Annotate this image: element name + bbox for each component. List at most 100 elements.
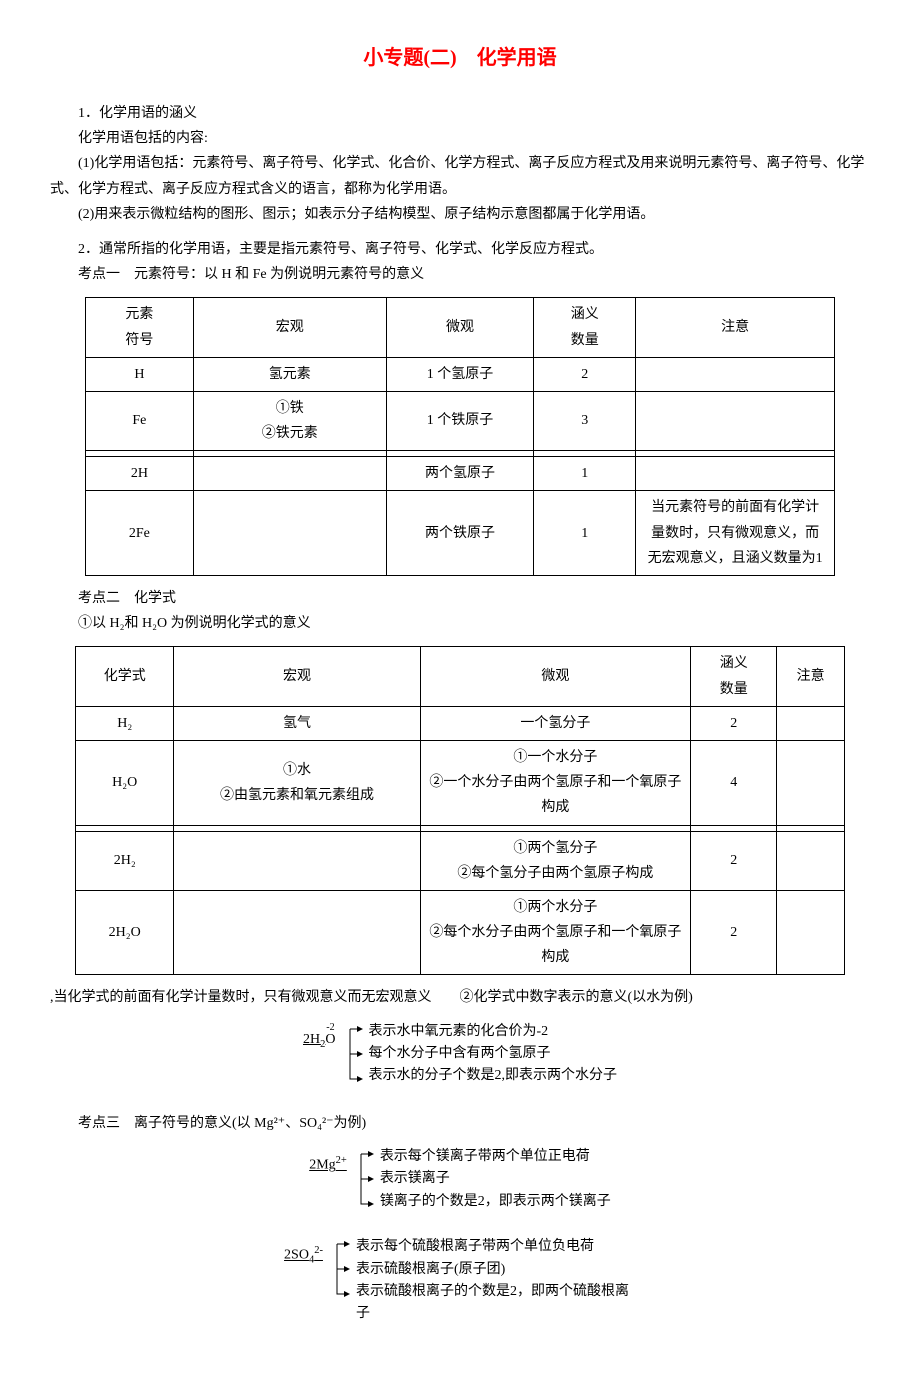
td: 2 <box>691 890 777 975</box>
diag-line: 表示每个硫酸根离子带两个单位负电荷 <box>356 1236 636 1258</box>
td <box>636 391 835 450</box>
td: 4 <box>691 740 777 825</box>
td: ①铁②铁元素 <box>193 391 386 450</box>
para-1-text: (1)化学用语包括：元素符号、离子符号、化学式、化合价、化学方程式、离子反应方程… <box>50 156 864 196</box>
td: 当元素符号的前面有化学计量数时，只有微观意义，而无宏观意义，且涵义数量为1 <box>636 491 835 576</box>
diag-line: 表示硫酸根离子(原子团) <box>356 1259 636 1281</box>
para-2: (2)用来表示微粒结构的图形、图示；如表示分子结构模型、原子结构示意图都属于化学… <box>50 202 870 227</box>
td: 2 <box>691 831 777 890</box>
diagram-lines: 表示每个镁离子带两个单位正电荷 表示镁离子 镁离子的个数是2，即表示两个镁离子 <box>380 1146 611 1213</box>
table-row: 元素符号 宏观 微观 涵义数量 注意 <box>86 298 835 357</box>
td: ①两个氢分子②每个氢分子由两个氢原子构成 <box>420 831 691 890</box>
td: 1 <box>534 457 636 491</box>
diag-line: 表示水的分子个数是2,即表示两个水分子 <box>369 1065 618 1087</box>
table-row: 2Fe 两个铁原子 1 当元素符号的前面有化学计量数时，只有微观意义，而无宏观意… <box>86 491 835 576</box>
label-sup: 2- <box>314 1245 323 1256</box>
td: ①水②由氢元素和氧元素组成 <box>174 740 420 825</box>
diagram-label: 2Mg2+ <box>309 1150 353 1178</box>
table-row: 2H₂ ①两个氢分子②每个氢分子由两个氢原子构成 2 <box>76 831 845 890</box>
td <box>193 457 386 491</box>
th: 宏观 <box>174 647 420 706</box>
th: 微观 <box>386 298 534 357</box>
td: 1 <box>534 491 636 576</box>
diagram-label: 2SO42- <box>284 1240 329 1270</box>
td: 1 个氢原子 <box>386 357 534 391</box>
td: 两个氢原子 <box>386 457 534 491</box>
td <box>777 706 845 740</box>
td: 两个铁原子 <box>386 491 534 576</box>
diagram-lines: 表示每个硫酸根离子带两个单位负电荷 表示硫酸根离子(原子团) 表示硫酸根离子的个… <box>356 1236 636 1326</box>
diag-line: 每个水分子中含有两个氢原子 <box>369 1043 618 1065</box>
diagram-mg: 2Mg2+ 表示每个镁离子带两个单位正电荷 表示镁离子 镁离子的个数是2，即表示… <box>50 1146 870 1221</box>
label-text: 2Mg <box>309 1158 335 1173</box>
th: 注意 <box>777 647 845 706</box>
th: 注意 <box>636 298 835 357</box>
table-chemical-formula: 化学式 宏观 微观 涵义数量 注意 H₂ 氢气 一个氢分子 2 H₂O ①水②由… <box>75 646 845 975</box>
th: 微观 <box>420 647 691 706</box>
diagram-lines: 表示水中氧元素的化合价为-2 每个水分子中含有两个氢原子 表示水的分子个数是2,… <box>369 1021 618 1088</box>
td: Fe <box>86 391 194 450</box>
td <box>636 357 835 391</box>
diag-line: 表示水中氧元素的化合价为-2 <box>369 1021 618 1043</box>
kaodian-1: 考点一 元素符号：以 H 和 Fe 为例说明元素符号的意义 <box>50 262 870 287</box>
th: 宏观 <box>193 298 386 357</box>
table-row: 2H₂O ①两个水分子②每个水分子由两个氢原子和一个氧原子构成 2 <box>76 890 845 975</box>
label-prefix: 2H <box>303 1032 320 1047</box>
table-row: H₂O ①水②由氢元素和氧元素组成 ①一个水分子②一个水分子由两个氢原子和一个氧… <box>76 740 845 825</box>
td: ①一个水分子②一个水分子由两个氢原子和一个氧原子构成 <box>420 740 691 825</box>
label-sup: 2+ <box>336 1155 347 1166</box>
td: 2Fe <box>86 491 194 576</box>
th: 元素符号 <box>86 298 194 357</box>
diag-line: 表示镁离子 <box>380 1168 611 1190</box>
td: 3 <box>534 391 636 450</box>
diagram-h2o: 2H2-2O 表示水中氧元素的化合价为-2 每个水分子中含有两个氢原子 表示水的… <box>50 1021 870 1096</box>
table-row: H₂ 氢气 一个氢分子 2 <box>76 706 845 740</box>
table-element-symbols: 元素符号 宏观 微观 涵义数量 注意 H 氢元素 1 个氢原子 2 Fe ①铁②… <box>85 297 835 576</box>
td <box>174 890 420 975</box>
diagram-so4: 2SO42- 表示每个硫酸根离子带两个单位负电荷 表示硫酸根离子(原子团) 表示… <box>50 1236 870 1326</box>
diag-line: 表示每个镁离子带两个单位正电荷 <box>380 1146 611 1168</box>
td: 2H <box>86 457 194 491</box>
bracket-icon <box>356 1146 376 1221</box>
td: 2H₂O <box>76 890 174 975</box>
td <box>777 740 845 825</box>
diagram-label: 2H2-2O <box>303 1025 342 1055</box>
page-title: 小专题(二) 化学用语 <box>50 40 870 76</box>
diag-line: 镁离子的个数是2，即表示两个镁离子 <box>380 1191 611 1213</box>
td: 2H₂ <box>76 831 174 890</box>
label-text: 2SO <box>284 1248 309 1263</box>
th: 化学式 <box>76 647 174 706</box>
td: H₂O <box>76 740 174 825</box>
kaodian-2: 考点二 化学式 <box>50 586 870 611</box>
heading-1-sub: 化学用语包括的内容: <box>50 126 870 151</box>
td: H₂ <box>76 706 174 740</box>
table-row: 化学式 宏观 微观 涵义数量 注意 <box>76 647 845 706</box>
diag-line: 表示硫酸根离子的个数是2，即两个硫酸根离子 <box>356 1281 636 1326</box>
valence-mark: -2 <box>326 1019 334 1037</box>
para-1: (1)化学用语包括：元素符号、离子符号、化学式、化合价、化学方程式、离子反应方程… <box>50 151 870 201</box>
note-after-t2: ,当化学式的前面有化学计量数时，只有微观意义而无宏观意义 ②化学式中数字表示的意… <box>50 985 870 1010</box>
td <box>636 457 835 491</box>
bracket-icon <box>345 1021 365 1096</box>
th: 涵义数量 <box>534 298 636 357</box>
table-row: Fe ①铁②铁元素 1 个铁原子 3 <box>86 391 835 450</box>
table-row: H 氢元素 1 个氢原子 2 <box>86 357 835 391</box>
td: 1 个铁原子 <box>386 391 534 450</box>
heading-1: 1．化学用语的涵义 <box>50 101 870 126</box>
kaodian-2-sub: ①以 H₂和 H₂O 为例说明化学式的意义 <box>50 611 870 636</box>
td: H <box>86 357 194 391</box>
td: ①两个水分子②每个水分子由两个氢原子和一个氧原子构成 <box>420 890 691 975</box>
label-sub: 4 <box>309 1255 314 1266</box>
bracket-icon <box>332 1236 352 1311</box>
kaodian-3: 考点三 离子符号的意义(以 Mg²⁺、SO₄²⁻为例) <box>50 1111 870 1136</box>
heading-2: 2．通常所指的化学用语，主要是指元素符号、离子符号、化学式、化学反应方程式。 <box>50 237 870 262</box>
td <box>193 491 386 576</box>
table-row: 2H 两个氢原子 1 <box>86 457 835 491</box>
td: 氢气 <box>174 706 420 740</box>
td <box>777 890 845 975</box>
td: 2 <box>534 357 636 391</box>
th: 涵义数量 <box>691 647 777 706</box>
td <box>174 831 420 890</box>
td: 2 <box>691 706 777 740</box>
td: 一个氢分子 <box>420 706 691 740</box>
